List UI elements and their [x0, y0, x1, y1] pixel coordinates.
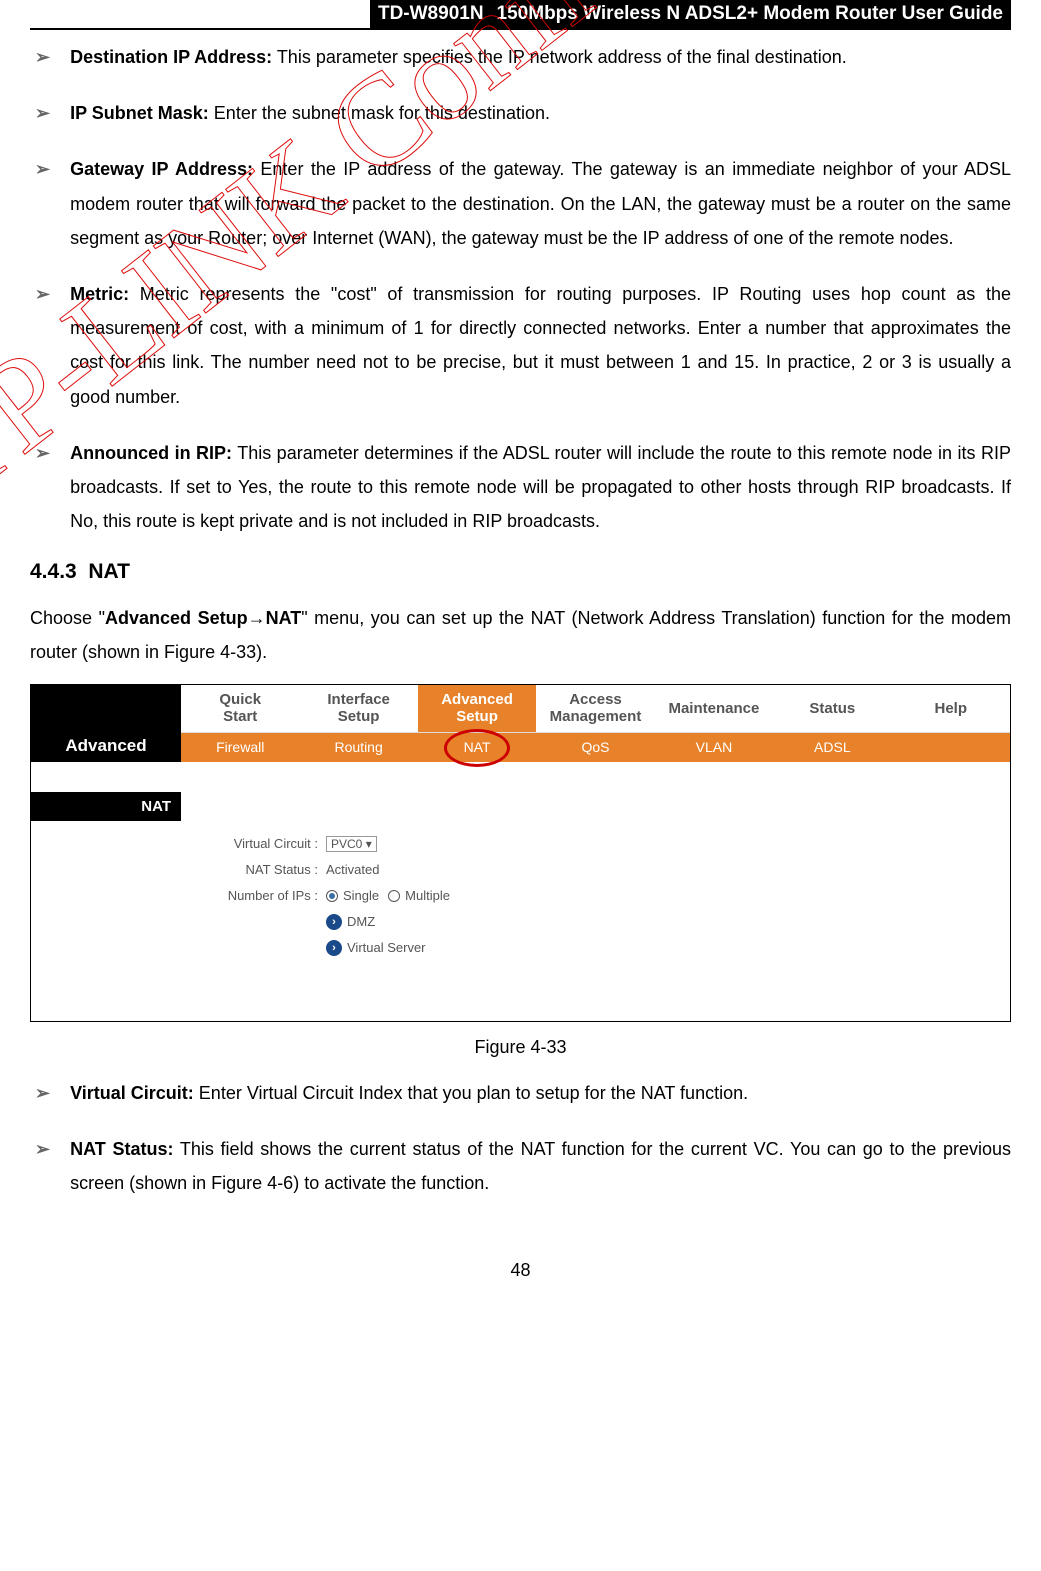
bullet-item: ➢Gateway IP Address: Enter the IP addres… — [30, 152, 1011, 255]
bullet-arrow-icon: ➢ — [35, 436, 50, 539]
nat-screenshot: Advanced QuickStartInterfaceSetupAdvance… — [30, 684, 1011, 1022]
bullet-arrow-icon: ➢ — [35, 40, 50, 74]
sub-tab[interactable]: NAT — [418, 733, 536, 762]
sub-tab[interactable]: QoS — [536, 733, 654, 762]
sidebar-label: Advanced — [31, 685, 181, 762]
main-tab[interactable]: Maintenance — [655, 685, 773, 732]
sub-tab[interactable]: Firewall — [181, 733, 299, 762]
bullet-item: ➢ Destination IP Address: This parameter … — [30, 40, 1011, 74]
bullet-text: Metric: Metric represents the "cost" of … — [70, 277, 1011, 414]
radio-multiple-label: Multiple — [405, 888, 450, 903]
sub-tab[interactable]: ADSL — [773, 733, 891, 762]
nat-section-label: NAT — [31, 792, 181, 821]
main-tab[interactable]: QuickStart — [181, 685, 299, 732]
main-tabs: QuickStartInterfaceSetupAdvancedSetupAcc… — [181, 685, 1010, 733]
virtual-server-link[interactable]: Virtual Server — [347, 940, 426, 955]
page-header: TD-W8901N 150Mbps Wireless N ADSL2+ Mode… — [30, 0, 1011, 30]
bullet-text: Destination IP Address: This parameter s… — [70, 40, 847, 74]
bullet-item: ➢Announced in RIP: This parameter determ… — [30, 436, 1011, 539]
nat-status-value: Activated — [326, 862, 379, 877]
radio-single[interactable] — [326, 890, 338, 902]
num-ips-label: Number of IPs : — [31, 888, 326, 903]
bullet-item: ➢ Virtual Circuit: Enter Virtual Circuit … — [30, 1076, 1011, 1110]
main-tab[interactable]: Status — [773, 685, 891, 732]
main-tab[interactable]: AdvancedSetup — [418, 685, 536, 732]
bullet-item: ➢ IP Subnet Mask: Enter the subnet mask f… — [30, 96, 1011, 130]
bullet-arrow-icon: ➢ — [35, 1132, 50, 1200]
sub-tab — [892, 733, 1010, 762]
bullet-arrow-icon: ➢ — [35, 96, 50, 130]
sub-tab[interactable]: VLAN — [655, 733, 773, 762]
guide-title: 150Mbps Wireless N ADSL2+ Modem Router U… — [497, 3, 1003, 25]
vc-select[interactable]: PVC0 ▾ — [326, 836, 377, 852]
section-heading: 4.4.3 NAT — [30, 560, 1011, 584]
page-content: ➢ Destination IP Address: This parameter … — [0, 30, 1041, 1301]
bullet-text: Virtual Circuit: Enter Virtual Circuit I… — [70, 1076, 748, 1110]
bullet-arrow-icon: ➢ — [35, 1076, 50, 1110]
bullet-arrow-icon: ➢ — [35, 277, 50, 414]
main-tab[interactable]: Help — [892, 685, 1010, 732]
bullet-item: ➢ NAT Status: This field shows the curren… — [30, 1132, 1011, 1200]
bullet-item: ➢Metric: Metric represents the "cost" of… — [30, 277, 1011, 414]
model-label: TD-W8901N — [378, 3, 489, 25]
radio-multiple[interactable] — [388, 890, 400, 902]
page-number: 48 — [30, 1260, 1011, 1281]
arrow-icon[interactable]: › — [326, 940, 342, 956]
sub-tabs: FirewallRoutingNATQoSVLANADSL — [181, 733, 1010, 762]
main-tab[interactable]: InterfaceSetup — [299, 685, 417, 732]
radio-single-label: Single — [343, 888, 379, 903]
bullet-text: IP Subnet Mask: Enter the subnet mask fo… — [70, 96, 550, 130]
dmz-link[interactable]: DMZ — [347, 914, 375, 929]
bullet-text: NAT Status: This field shows the current… — [70, 1132, 1011, 1200]
arrow-icon[interactable]: › — [326, 914, 342, 930]
bullet-text: Gateway IP Address: Enter the IP address… — [70, 152, 1011, 255]
main-tab[interactable]: AccessManagement — [536, 685, 654, 732]
bullet-arrow-icon: ➢ — [35, 152, 50, 255]
vc-label: Virtual Circuit : — [31, 836, 326, 851]
bullet-text: Announced in RIP: This parameter determi… — [70, 436, 1011, 539]
figure-caption: Figure 4-33 — [30, 1037, 1011, 1058]
nat-intro-paragraph: Choose "Advanced Setup→NAT" menu, you ca… — [30, 602, 1011, 669]
sub-tab[interactable]: Routing — [299, 733, 417, 762]
nat-status-label: NAT Status : — [31, 862, 326, 877]
